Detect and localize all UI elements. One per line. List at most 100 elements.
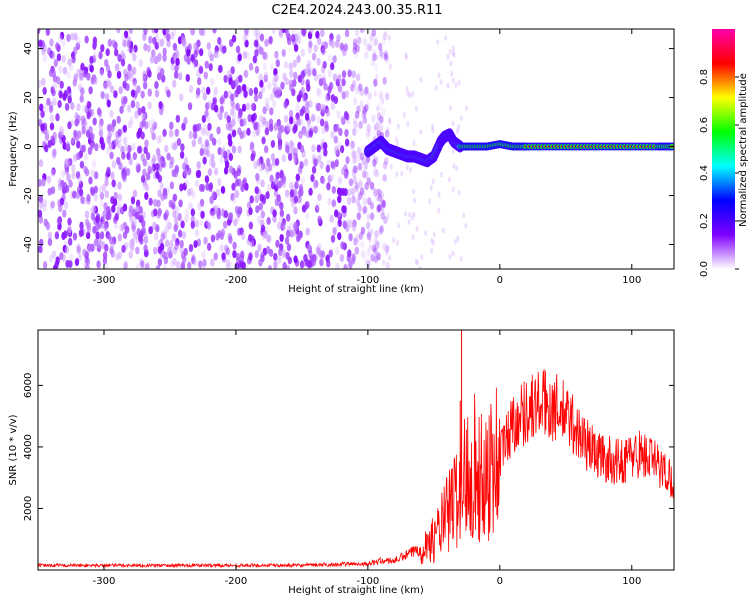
heatmap-cell xyxy=(210,234,216,243)
heatmap-cell xyxy=(98,185,104,194)
heatmap-cell xyxy=(366,196,371,205)
heatmap-cell xyxy=(45,29,51,36)
heatmap-cell xyxy=(242,50,248,59)
heatmap-cell xyxy=(218,64,223,73)
heatmap-cell xyxy=(383,50,388,59)
heatmap-cell xyxy=(330,40,336,49)
heatmap-cell xyxy=(373,255,379,264)
spectrogram-frame xyxy=(37,28,675,270)
heatmap-cell xyxy=(287,153,293,162)
heatmap-cell xyxy=(62,141,67,150)
heatmap-cell xyxy=(439,171,443,178)
heatmap-cell xyxy=(358,83,363,92)
heatmap-cell xyxy=(88,176,93,185)
colorbar-tick-label: 0.0 xyxy=(699,261,710,277)
heatmap-cell xyxy=(50,135,55,144)
heatmap-cell xyxy=(96,260,101,269)
heatmap-cell xyxy=(184,208,189,217)
heatmap-cell xyxy=(280,81,285,90)
heatmap-cell xyxy=(379,51,385,60)
heatmap-cell xyxy=(377,194,383,203)
heatmap-cell xyxy=(237,53,242,62)
heatmap-cell xyxy=(245,102,251,111)
heatmap-cell xyxy=(188,243,194,252)
heatmap-cell xyxy=(169,156,175,165)
heatmap-cell xyxy=(355,198,361,207)
heatmap-cell xyxy=(344,112,350,121)
heatmap-cell xyxy=(121,171,126,180)
heatmap-cell xyxy=(183,247,188,256)
colorbar-tick-label: 0.2 xyxy=(699,213,710,229)
heatmap-cell xyxy=(134,110,139,119)
heatmap-cell xyxy=(369,212,375,221)
heatmap-cell xyxy=(289,69,294,78)
heatmap-cell xyxy=(381,199,386,208)
heatmap-cell xyxy=(100,44,105,53)
heatmap-cell xyxy=(199,198,205,207)
heatmap-cell xyxy=(312,181,318,190)
spectrogram-x-tick-label: 0 xyxy=(497,275,503,286)
heatmap-cell xyxy=(136,145,142,154)
heatmap-cell xyxy=(149,127,155,136)
heatmap-cell xyxy=(384,245,389,254)
heatmap-cell xyxy=(351,70,356,79)
heatmap-cell xyxy=(75,191,80,200)
spectrogram-y-tick-label: 0 xyxy=(23,143,34,149)
heatmap-cell xyxy=(242,34,247,43)
heatmap-cell xyxy=(283,100,288,109)
heatmap-cell xyxy=(91,242,96,251)
heatmap-cell xyxy=(200,210,205,219)
heatmap-cell xyxy=(168,199,173,208)
heatmap-cell xyxy=(340,241,345,250)
heatmap-cell xyxy=(339,145,345,154)
heatmap-cell xyxy=(338,85,344,94)
heatmap-cell xyxy=(298,130,303,139)
heatmap-cell xyxy=(184,214,189,223)
heatmap-cell xyxy=(85,263,90,269)
heatmap-cell xyxy=(439,79,443,86)
heatmap-cell xyxy=(152,221,157,230)
heatmap-cell xyxy=(352,115,357,124)
heatmap-cell xyxy=(342,220,347,229)
heatmap-cell xyxy=(51,250,57,259)
heatmap-cell xyxy=(244,29,249,36)
heatmap-cell xyxy=(381,108,386,117)
heatmap-cell xyxy=(381,37,386,46)
heatmap-cell xyxy=(290,33,296,42)
heatmap-cell xyxy=(235,102,240,111)
heatmap-cell xyxy=(204,60,209,69)
heatmap-cell xyxy=(95,222,100,231)
heatmap-cell xyxy=(164,239,170,248)
heatmap-cell xyxy=(38,215,41,224)
heatmap-cell xyxy=(62,244,68,253)
heatmap-cell xyxy=(154,81,159,90)
heatmap-cell xyxy=(211,137,217,146)
heatmap-cell xyxy=(210,258,215,267)
heatmap-cell xyxy=(292,59,297,68)
heatmap-cell xyxy=(133,231,138,240)
heatmap-cell xyxy=(87,147,93,156)
heatmap-cell xyxy=(415,225,419,232)
heatmap-cell xyxy=(313,158,318,167)
heatmap-cell xyxy=(266,216,271,225)
heatmap-cell xyxy=(376,204,381,213)
heatmap-cell xyxy=(56,53,62,62)
heatmap-cell xyxy=(285,229,291,238)
heatmap-cell xyxy=(382,259,386,266)
heatmap-cell xyxy=(283,114,289,123)
heatmap-cell xyxy=(243,90,248,99)
heatmap-cell xyxy=(361,156,366,165)
heatmap-cell xyxy=(389,163,393,170)
heatmap-cell xyxy=(107,80,112,89)
heatmap-cell xyxy=(110,196,115,205)
heatmap-cell xyxy=(50,186,56,195)
heatmap-cell xyxy=(227,249,232,258)
heatmap-cell xyxy=(409,167,413,174)
heatmap-cell xyxy=(378,43,382,50)
heatmap-cell xyxy=(232,195,237,204)
heatmap-cell xyxy=(66,33,71,42)
heatmap-cell xyxy=(288,79,293,88)
heatmap-cell xyxy=(210,77,215,86)
heatmap-cell xyxy=(231,34,237,43)
heatmap-cell xyxy=(275,239,280,248)
